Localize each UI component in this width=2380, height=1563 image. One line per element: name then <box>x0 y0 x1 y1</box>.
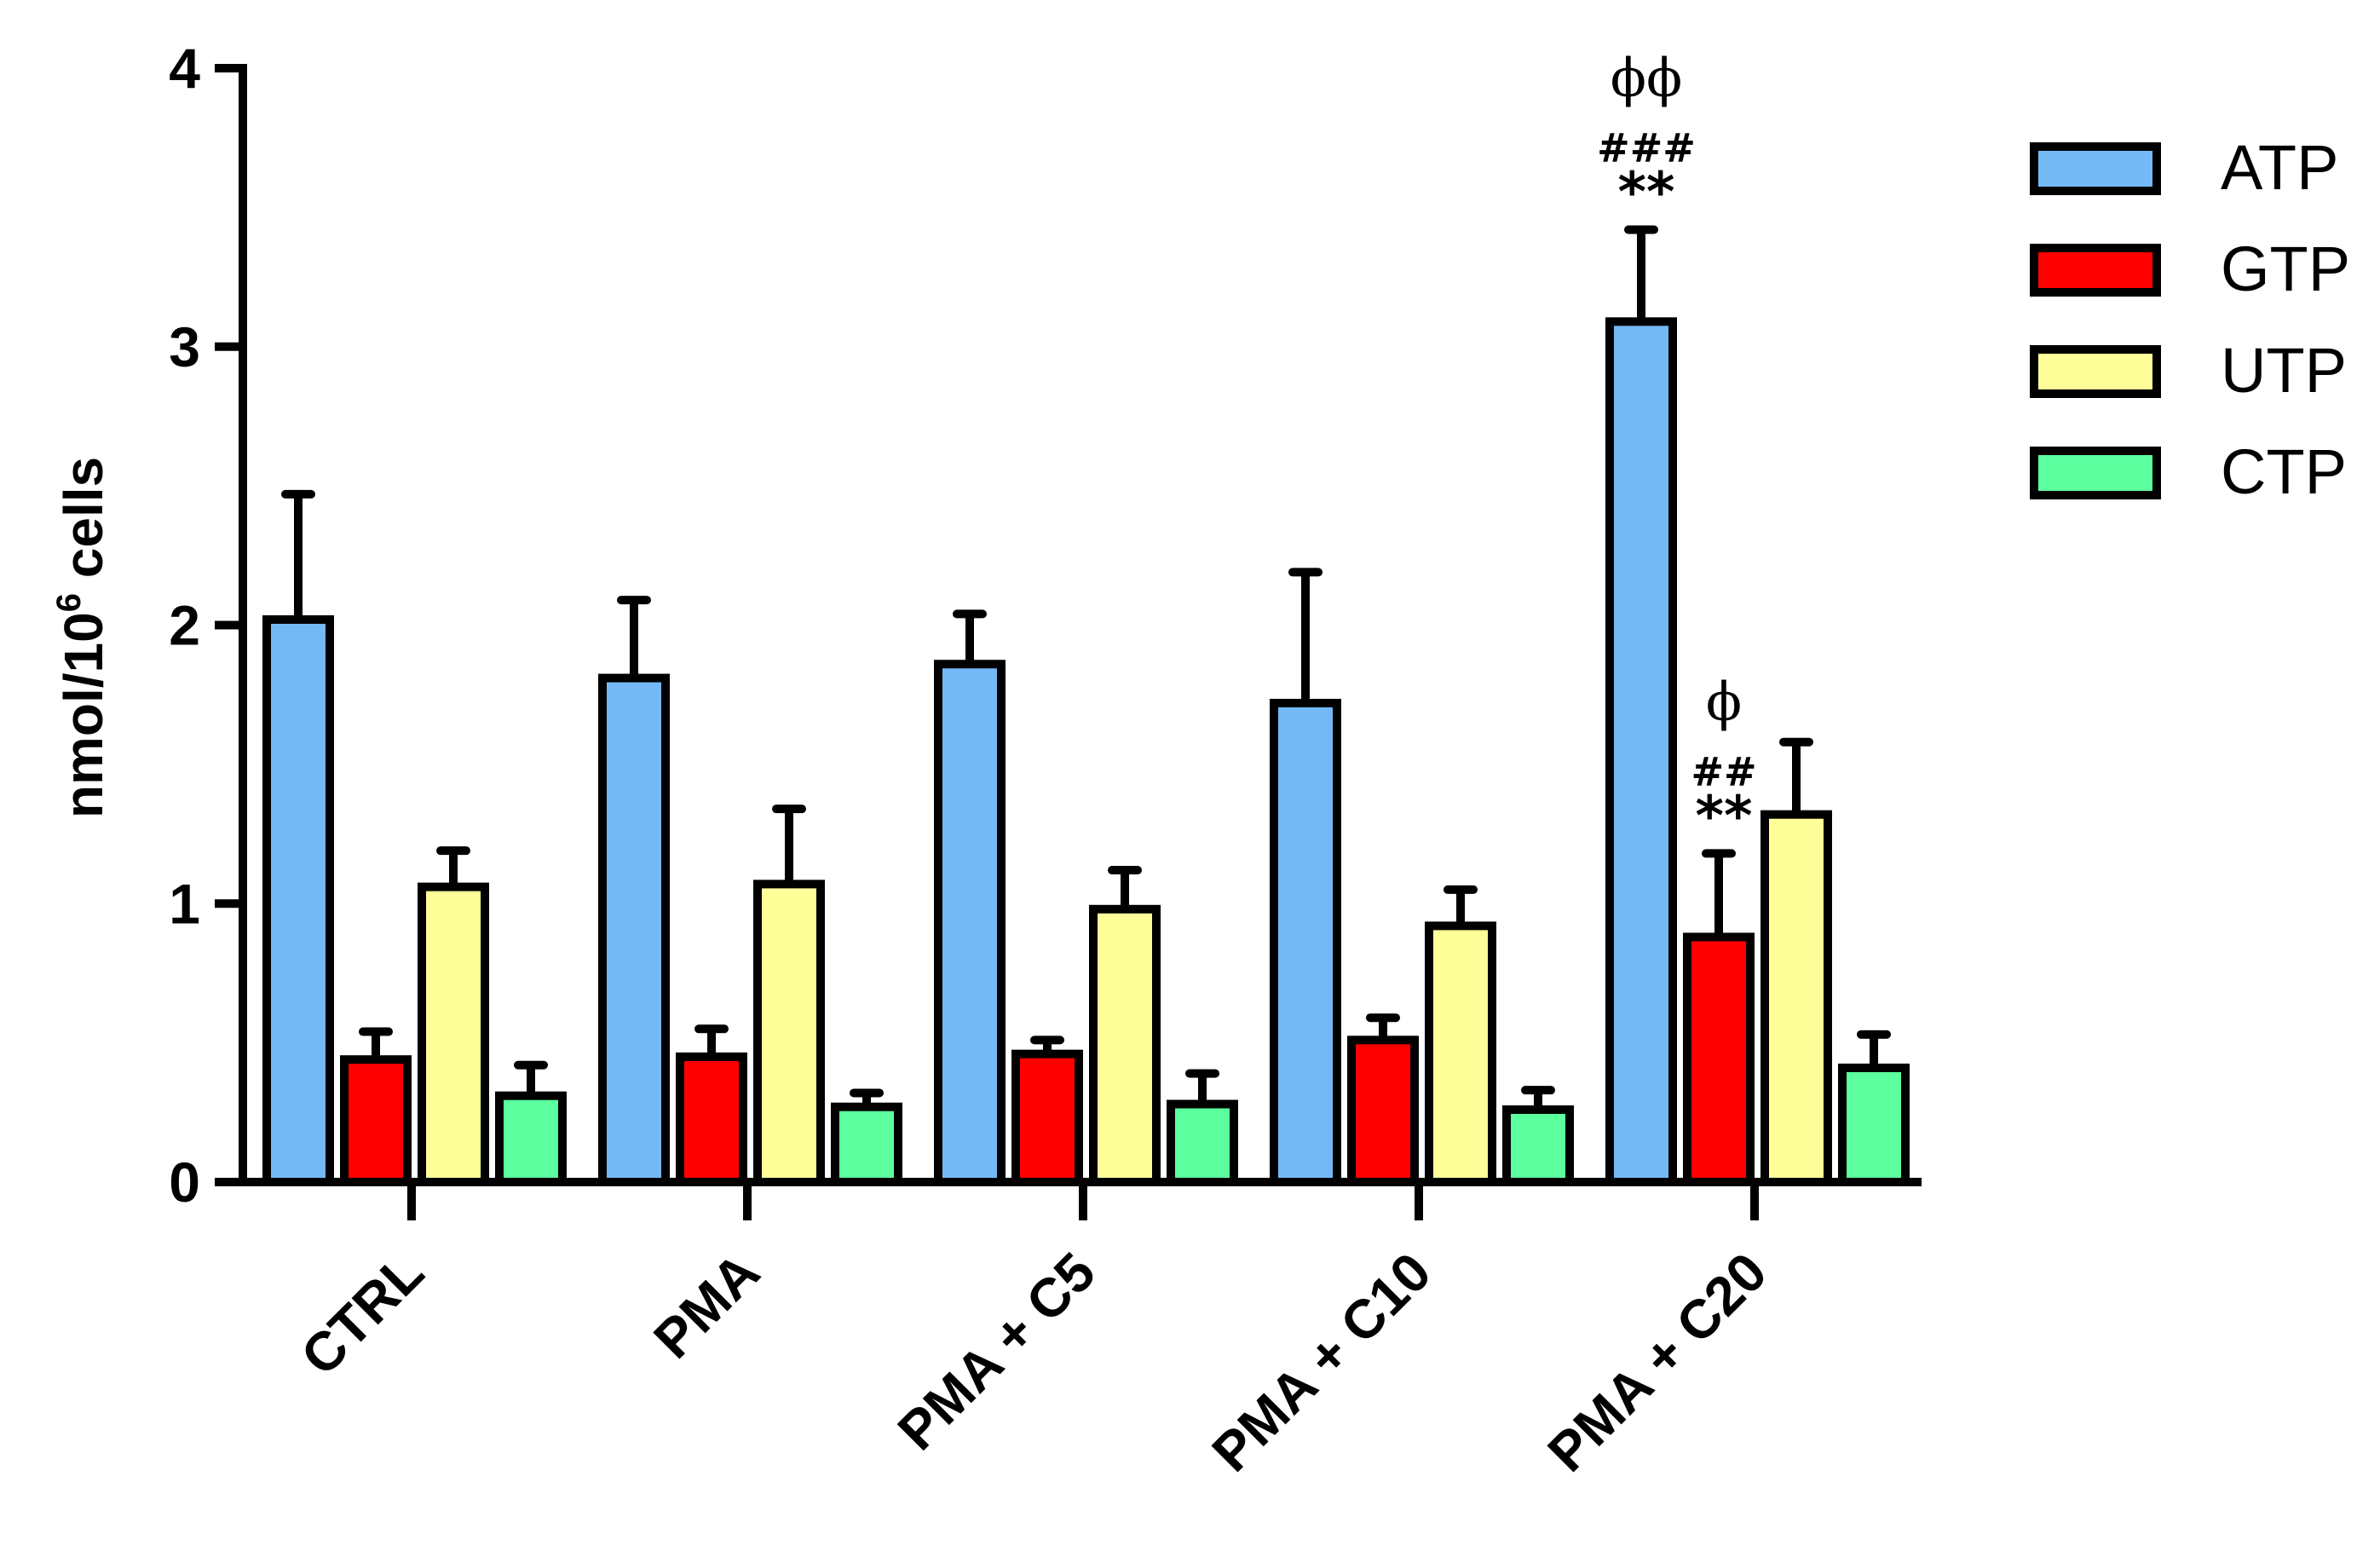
bar-ctp <box>1838 1064 1910 1186</box>
annotation-stars: ** <box>1696 785 1753 848</box>
x-category-label: PMA + C20 <box>1536 1241 1778 1483</box>
bar-atp <box>262 614 334 1186</box>
annotation-hashes: ### <box>1597 125 1696 171</box>
y-axis-label-superscript: 6 <box>50 593 88 612</box>
bar-gtp <box>340 1055 412 1186</box>
bar-utp <box>1425 921 1496 1186</box>
y-axis-title: nmol/106 cells <box>50 457 114 818</box>
bar-utp <box>753 880 825 1186</box>
bar-gtp <box>676 1052 747 1187</box>
legend-label-utp: UTP <box>2221 335 2347 406</box>
axes-layer <box>239 64 1922 1220</box>
annotation-stars: ** <box>1618 162 1675 225</box>
error-bars-layer <box>281 225 1891 1110</box>
legend-swatch-ctp <box>2030 447 2161 499</box>
x-category-label: PMA <box>642 1241 770 1370</box>
bar-gtp <box>1683 932 1755 1186</box>
x-category-label: PMA + C5 <box>886 1241 1107 1462</box>
bar-utp <box>1761 810 1832 1186</box>
annotation-hashes: ## <box>1691 748 1756 794</box>
bar-gtp <box>1347 1035 1419 1187</box>
bar-ctp <box>495 1091 567 1187</box>
legend-label-gtp: GTP <box>2221 234 2350 304</box>
legend-label-atp: ATP <box>2221 132 2338 203</box>
annotation-phi: ϕϕ <box>1611 47 1683 109</box>
legend: ATP GTP UTP CTP <box>2030 132 2350 507</box>
y-tick-label: 0 <box>169 1151 200 1214</box>
y-axis-label: nmol/106 cells <box>50 457 114 818</box>
legend-swatch-atp <box>2030 142 2161 195</box>
bar-atp <box>934 660 1006 1186</box>
bar-ctp <box>1167 1099 1238 1187</box>
y-axis-label-main: nmol/10 <box>53 612 114 818</box>
x-axis-category-labels: CTRL PMA PMA + C5 PMA + C10 PMA + C20 <box>289 1241 1778 1483</box>
legend-label-ctp: CTP <box>2221 436 2347 507</box>
bar-utp <box>1089 904 1161 1187</box>
bar-ctp <box>831 1102 902 1186</box>
x-category-label: CTRL <box>289 1241 435 1387</box>
bar-utp <box>418 882 489 1187</box>
x-category-label: PMA + C10 <box>1201 1241 1443 1483</box>
y-tick-label: 1 <box>169 872 200 935</box>
bar-atp <box>1270 698 1341 1186</box>
y-tick-label: 2 <box>169 594 200 657</box>
y-tick-label: 4 <box>169 37 200 100</box>
y-tick-label: 3 <box>169 315 200 378</box>
bar-gtp <box>1011 1049 1083 1186</box>
bar-atp <box>598 673 670 1186</box>
legend-swatch-gtp <box>2030 244 2161 297</box>
y-axis-ticks: 0 1 2 3 4 <box>169 37 243 1214</box>
y-axis-label-suffix: cells <box>53 457 114 593</box>
legend-swatch-utp <box>2030 345 2161 398</box>
bar-ctp <box>1502 1105 1574 1187</box>
bar-atp <box>1605 317 1677 1186</box>
annotation-phi: ϕ <box>1706 670 1742 732</box>
significance-annotations: **###ϕϕ**##ϕ <box>1597 47 1756 849</box>
bars-layer <box>262 317 1910 1187</box>
